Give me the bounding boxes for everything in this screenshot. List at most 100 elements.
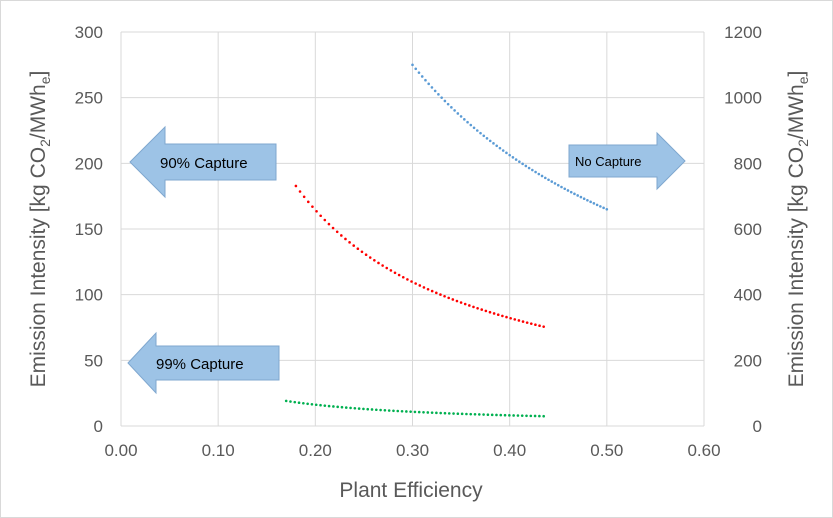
y-left-title-end: ] <box>27 71 50 77</box>
data-point <box>512 414 515 417</box>
data-point <box>319 403 322 407</box>
data-point <box>553 182 557 185</box>
data-point <box>542 325 545 328</box>
data-point <box>496 313 500 317</box>
data-point <box>560 185 563 189</box>
data-point <box>518 160 521 164</box>
data-point <box>505 315 508 319</box>
y-right-tick-label: 1000 <box>724 89 762 108</box>
data-point <box>344 237 347 241</box>
data-point <box>323 218 327 222</box>
data-point <box>396 409 400 413</box>
data-point <box>298 190 302 193</box>
data-point <box>542 414 545 418</box>
data-point <box>344 406 348 409</box>
data-point <box>340 234 343 237</box>
y-right-title-main: Emission Intensity [kg CO <box>785 147 808 387</box>
data-point <box>537 172 541 176</box>
data-point <box>426 411 430 414</box>
data-point <box>529 414 533 418</box>
data-point <box>527 166 531 170</box>
data-point <box>505 151 508 155</box>
data-point <box>556 183 560 187</box>
left-arrow-icon <box>127 331 280 395</box>
data-point <box>475 129 479 132</box>
data-point <box>362 407 365 411</box>
data-point <box>469 123 473 127</box>
data-point <box>420 75 424 78</box>
data-point <box>433 89 437 93</box>
data-point <box>525 321 529 324</box>
data-point <box>315 210 318 213</box>
y-left-title-main: Emission Intensity [kg CO <box>27 147 50 387</box>
data-point <box>397 273 401 277</box>
data-point <box>306 200 310 204</box>
data-point <box>602 206 605 210</box>
y-right-tick-label: 0 <box>753 417 762 436</box>
data-point <box>302 195 306 199</box>
data-point <box>488 310 492 314</box>
data-point <box>357 407 361 410</box>
data-point <box>450 106 453 109</box>
annotation-label-no-capture: No Capture <box>575 154 641 169</box>
data-point <box>582 197 586 200</box>
data-point <box>336 405 339 409</box>
y-left-title-sub2: e <box>37 76 53 84</box>
data-point <box>534 323 537 326</box>
data-point <box>520 414 524 417</box>
y-left-tick-label: 50 <box>84 351 103 370</box>
data-point <box>360 250 364 254</box>
data-point <box>459 301 463 304</box>
data-point <box>509 316 512 320</box>
data-point <box>430 86 434 89</box>
series-layer <box>284 63 609 418</box>
data-point <box>543 176 547 180</box>
data-point <box>413 410 417 414</box>
data-point <box>311 205 314 208</box>
data-point <box>479 131 482 135</box>
y-left-tick-label: 200 <box>75 154 103 173</box>
y-left-tick-label: 0 <box>94 417 103 436</box>
data-point <box>437 93 440 96</box>
annotation-label-90: 90% Capture <box>160 155 248 172</box>
data-point <box>314 403 318 407</box>
x-tick-label: 0.40 <box>493 441 526 460</box>
data-point <box>482 134 486 138</box>
data-point <box>284 399 288 403</box>
data-point <box>516 414 520 417</box>
y-left-title-sub1: 2 <box>37 139 53 147</box>
right-arrow-icon <box>568 131 686 191</box>
y-right-title-mid: /MWh <box>785 84 808 139</box>
data-point <box>289 400 292 403</box>
data-point <box>463 118 466 121</box>
data-point <box>443 99 447 103</box>
data-point <box>405 410 408 413</box>
data-point <box>422 286 426 289</box>
data-point <box>453 109 456 112</box>
data-point <box>499 413 503 417</box>
data-point <box>484 309 488 313</box>
data-point <box>331 226 335 230</box>
annotation-90-capture: 90% Capture <box>129 125 277 199</box>
data-point <box>430 411 434 414</box>
data-point <box>534 170 537 174</box>
data-point <box>411 63 414 67</box>
data-point <box>538 414 541 418</box>
data-point <box>465 412 468 416</box>
data-point <box>410 280 413 283</box>
data-point <box>521 320 525 323</box>
data-point <box>495 413 498 417</box>
data-point <box>426 287 430 291</box>
data-point <box>569 190 573 194</box>
data-point <box>459 115 463 118</box>
data-point <box>349 406 352 410</box>
data-point <box>414 282 417 285</box>
data-point <box>353 406 357 410</box>
data-point <box>492 142 495 145</box>
tick-labels: 0.00 0.10 0.20 0.30 0.40 0.50 0.60 0 50 100 150 200… <box>75 23 762 460</box>
data-point <box>469 412 473 416</box>
data-point <box>595 203 599 207</box>
y-axis-right-title: Emission Intensity [kg CO2/MWhe] <box>785 71 811 388</box>
data-point <box>439 411 442 415</box>
